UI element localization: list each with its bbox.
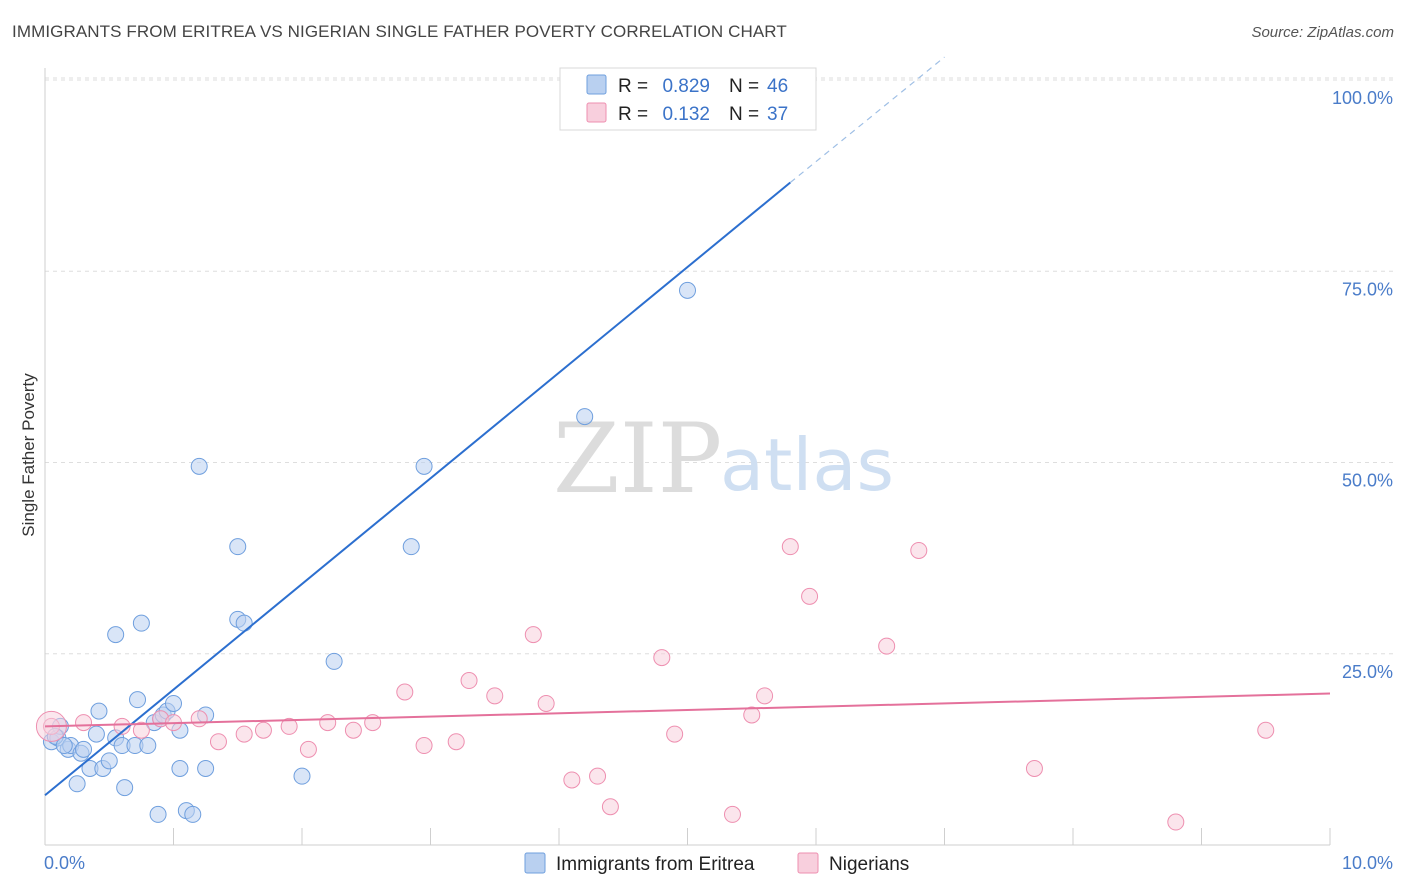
stats-n-label: N = [729, 104, 759, 125]
y-tick-labels: 25.0% 50.0% 75.0% 100.0% [1332, 88, 1393, 682]
eritrea-trend-extension [789, 56, 945, 183]
nigerian-point [781, 538, 799, 556]
eritrea-point [149, 805, 167, 823]
chart-title: IMMIGRANTS FROM ERITREA VS NIGERIAN SING… [12, 22, 787, 41]
nigerian-point [1167, 813, 1185, 831]
nigerian-point [132, 721, 150, 739]
eritrea-point [100, 752, 118, 770]
series-legend-swatch [797, 852, 819, 874]
stats-r-value: 0.132 [662, 104, 710, 125]
nigerian-point [415, 737, 433, 755]
eritrea-point [184, 805, 202, 823]
eritrea-point [75, 740, 93, 758]
x-tick-label-max: 10.0% [1342, 853, 1393, 873]
nigerian-point [344, 721, 362, 739]
series-legend-swatch [524, 852, 546, 874]
nigerian-point [801, 587, 819, 605]
nigerian-point [589, 767, 607, 785]
nigerian-point [75, 714, 93, 732]
nigerian-trend-line [44, 692, 1331, 728]
eritrea-point [132, 614, 150, 632]
eritrea-point [129, 691, 147, 709]
series-legend-eritrea: Immigrants from Eritrea [556, 854, 755, 875]
nigerian-point [1025, 760, 1043, 777]
eritrea-point [171, 760, 189, 777]
grid-lines [45, 77, 1395, 655]
stats-r-value: 0.829 [662, 76, 710, 97]
stats-n-value: 46 [767, 76, 788, 97]
nigerian-point [537, 694, 555, 712]
stats-legend: R = 0.829 N = 46 R = 0.132 N = 37 [559, 67, 817, 131]
x-tick-labels: 0.0% 10.0% [44, 853, 1393, 873]
nigerian-point [209, 733, 227, 751]
nigerian-point [1257, 721, 1275, 739]
x-tick-label-min: 0.0% [44, 853, 85, 873]
eritrea-point [90, 702, 108, 720]
y-tick-label: 25.0% [1342, 662, 1393, 682]
eritrea-point [325, 652, 343, 670]
eritrea-point [190, 457, 208, 475]
nigerian-point [396, 683, 414, 701]
eritrea-point [55, 737, 73, 755]
eritrea-point [229, 538, 247, 556]
eritrea-point [415, 457, 433, 475]
eritrea-point [402, 538, 420, 556]
stats-r-label: R = [618, 104, 648, 125]
eritrea-point [576, 408, 594, 426]
nigerian-point [299, 740, 317, 758]
stats-n-value: 37 [767, 104, 788, 125]
nigerian-point [254, 721, 272, 739]
eritrea-point [679, 281, 696, 299]
nigerian-point [666, 725, 684, 743]
y-tick-label: 100.0% [1332, 88, 1393, 108]
y-axis-label: Single Father Poverty [19, 373, 38, 537]
nigerian-point [280, 717, 298, 735]
eritrea-point [139, 737, 157, 755]
nigerian-point [235, 725, 253, 743]
nigerian-point [190, 710, 208, 728]
stats-legend-swatch [586, 74, 607, 95]
eritrea-trend-line [44, 181, 791, 797]
eritrea-point [165, 694, 182, 712]
nigerian-point [878, 637, 896, 655]
nigerian-point [563, 771, 581, 789]
nigerian-point [910, 541, 928, 559]
eritrea-point [116, 779, 134, 797]
eritrea-point [293, 767, 311, 785]
series-legend-nigerians: Nigerians [829, 854, 909, 875]
series-legend: Immigrants from Eritrea Nigerians [524, 852, 909, 875]
nigerian-point [524, 626, 542, 644]
nigerian-point [743, 706, 761, 724]
watermark-atlas: atlas [720, 423, 894, 507]
eritrea-point [235, 614, 253, 632]
nigerian-point [723, 805, 741, 823]
trend-lines [44, 56, 1331, 797]
nigerian-point [447, 733, 465, 751]
nigerian-point [653, 649, 671, 667]
eritrea-point [87, 725, 105, 743]
stats-legend-swatch [586, 102, 607, 123]
source-label: Source: ZipAtlas.com [1251, 24, 1394, 41]
watermark: ZIP atlas [553, 403, 894, 515]
eritrea-point [197, 760, 215, 777]
eritrea-point [107, 626, 125, 644]
stats-r-label: R = [618, 76, 648, 97]
nigerian-point [460, 672, 478, 690]
nigerian-point [486, 687, 504, 705]
y-tick-label: 50.0% [1342, 471, 1393, 491]
stats-n-label: N = [729, 76, 759, 97]
nigerian-point [756, 687, 774, 705]
nigerian-point [601, 798, 619, 816]
nigerian-point [319, 714, 337, 732]
y-tick-label: 75.0% [1342, 279, 1393, 299]
eritrea-point [68, 775, 86, 793]
